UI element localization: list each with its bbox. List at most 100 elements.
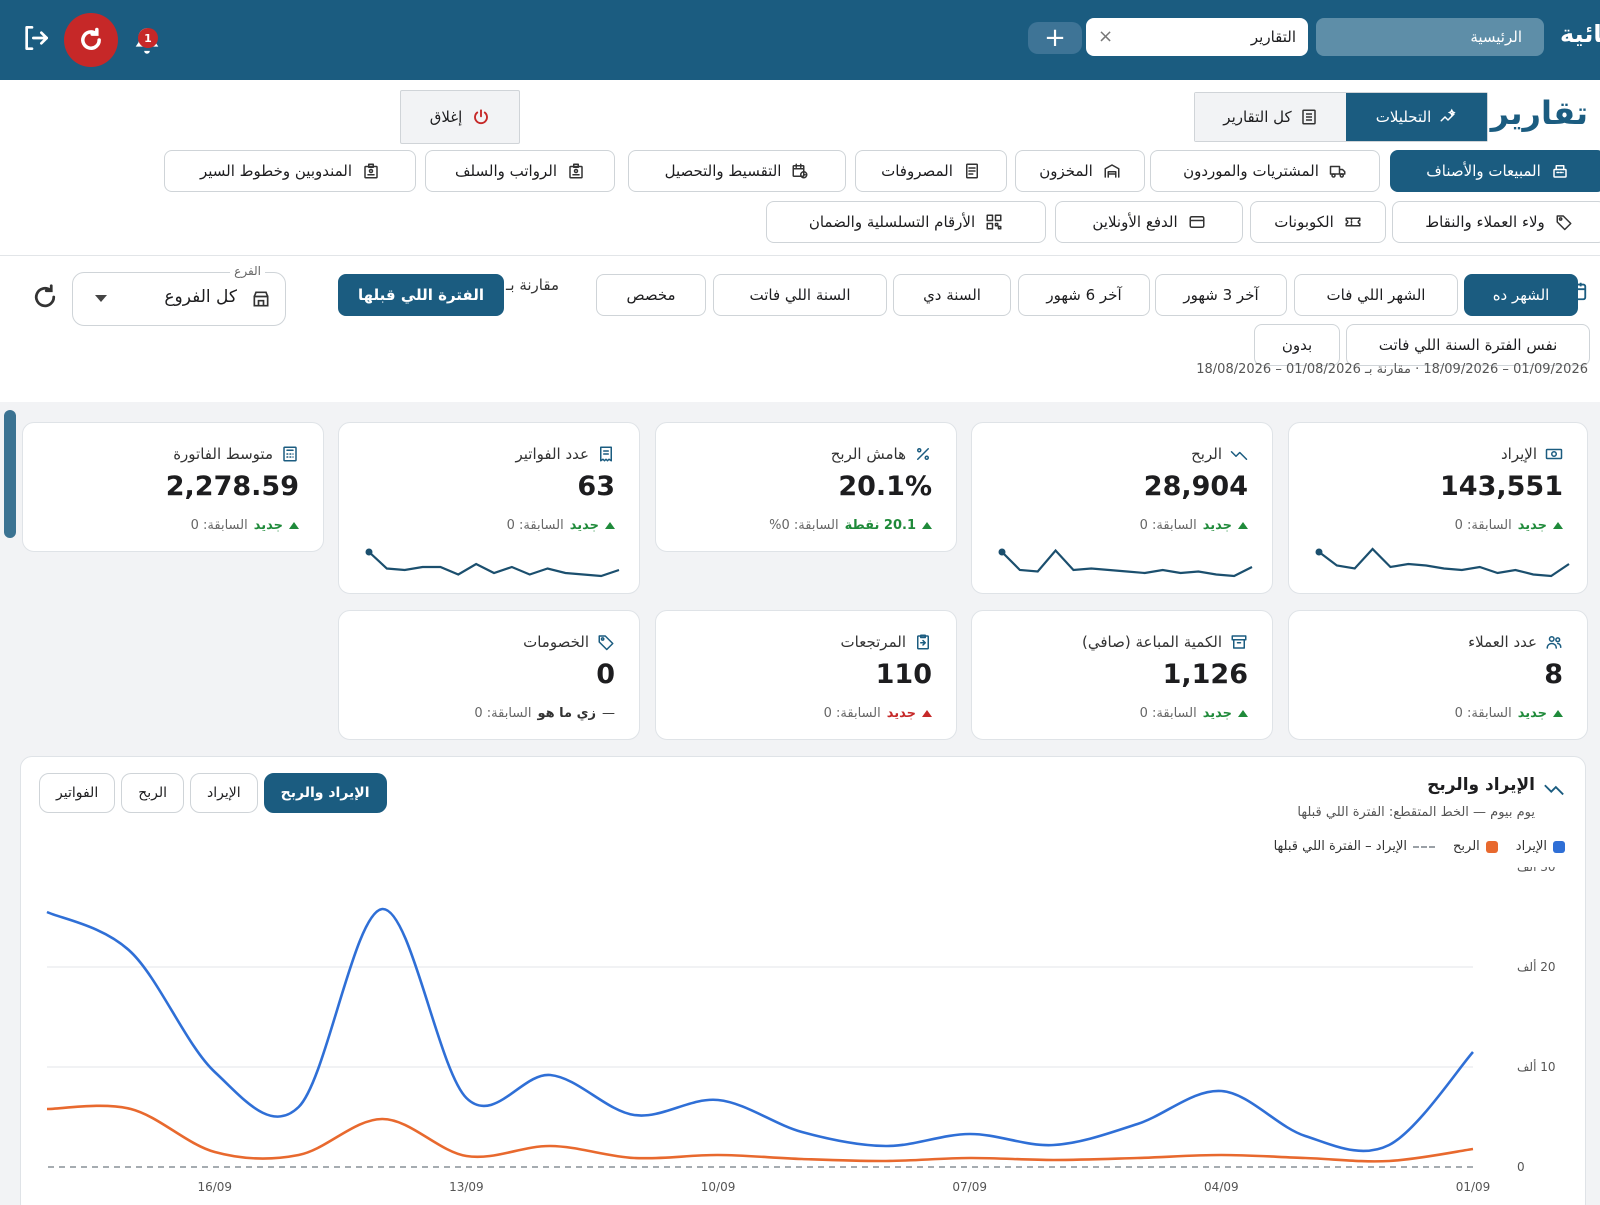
kpi-previous: السابقة: 0 xyxy=(1139,518,1197,533)
calendar-clock-icon xyxy=(792,163,808,179)
kpi-previous: السابقة: 0% xyxy=(769,518,839,533)
refresh-icon xyxy=(81,27,101,50)
kpi-value: 110 xyxy=(875,659,932,690)
kpi-card: متوسط الفاتورة 2,278.59 جديد السابقة: 0 xyxy=(22,422,324,552)
category-9[interactable]: الكوبونات xyxy=(1250,201,1386,243)
period-option-4[interactable]: آخر 6 شهور xyxy=(1018,274,1150,316)
report-header: تقارير التحليلات كل التقارير إغلاق المبي… xyxy=(0,80,1600,402)
category-4[interactable]: المصروفات xyxy=(855,150,1007,192)
chart-tab-1[interactable]: الإيراد والربح xyxy=(263,773,387,813)
kpi-title-text: عدد الفواتير xyxy=(515,445,590,463)
qr-code-icon xyxy=(986,214,1002,230)
branch-select[interactable]: الفرع كل الفروع xyxy=(72,264,286,326)
tab-close-icon[interactable]: × xyxy=(1098,26,1114,47)
kpi-card: الإيراد 143,551 جديد السابقة: 0 xyxy=(1288,422,1588,594)
sparkline-start-dot xyxy=(998,548,1006,556)
kpi-delta: زي ما هو xyxy=(537,706,596,721)
view-all-reports-button[interactable]: كل التقارير xyxy=(1195,93,1346,141)
kpi-value: 8 xyxy=(1544,659,1563,690)
kpi-card: هامش الربح 20.1% 20.1 نقطة السابقة: 0% xyxy=(655,422,957,552)
line-chart: 0 10 ألف 20 ألف 30 ألف 01/09 04/09 07/09 10/09 1… xyxy=(46,867,1556,1194)
chart-tabs: الإيراد والربح الإيراد الربح الفواتير xyxy=(39,773,387,813)
category-2[interactable]: المشتريات والموردون xyxy=(1150,150,1380,192)
receipt-list-icon xyxy=(965,163,978,179)
legend-swatch xyxy=(1485,840,1498,853)
period-option-6[interactable]: السنة اللي فاتت xyxy=(713,274,887,316)
kpi-previous: السابقة: 0 xyxy=(1454,706,1512,721)
period-option-2[interactable]: الشهر اللي فات xyxy=(1294,274,1458,316)
scrollbar-thumb[interactable] xyxy=(4,410,16,538)
period-option-3[interactable]: آخر 3 شهور xyxy=(1155,274,1287,316)
legend-item: الربح xyxy=(1453,839,1498,854)
refresh-button[interactable] xyxy=(64,13,118,67)
header-divider xyxy=(0,255,1600,256)
tab-reports[interactable]: التقارير × xyxy=(1086,18,1308,56)
kpi-change: جديد السابقة: 0 xyxy=(1455,706,1563,721)
category-8[interactable]: ولاء العملاء والنقاط xyxy=(1392,201,1600,243)
category-7[interactable]: المندوبين وخطوط السير xyxy=(164,150,416,192)
compare-option-2[interactable]: نفس الفترة السنة اللي فاتت xyxy=(1346,324,1590,366)
sparkline-start-dot xyxy=(365,548,373,556)
cash-register-icon xyxy=(1553,165,1567,178)
category-5[interactable]: التقسيط والتحصيل xyxy=(628,150,846,192)
trend-up-icon xyxy=(605,522,615,529)
reload-icon[interactable] xyxy=(30,282,60,312)
x-tick-label: 13/09 xyxy=(449,1180,484,1194)
trend-up-icon xyxy=(922,522,932,529)
category-6[interactable]: الرواتب والسلف xyxy=(425,150,615,192)
app-name: لوحة البيانات النهائية xyxy=(1560,20,1600,48)
kpi-card: الخصومات 0 — زي ما هو السابقة: 0 xyxy=(338,610,640,740)
credit-card-icon xyxy=(1189,216,1205,228)
compare-option-1[interactable]: الفترة اللي قبلها xyxy=(338,274,504,316)
kpi-change: جديد السابقة: 0 xyxy=(191,518,299,533)
period-option-5[interactable]: السنة دي xyxy=(893,274,1011,316)
close-report-button[interactable]: إغلاق xyxy=(400,90,520,144)
category-label: الرواتب والسلف xyxy=(455,162,557,180)
compare-option-3[interactable]: بدون xyxy=(1254,324,1340,366)
kpi-previous: السابقة: 0 xyxy=(474,706,532,721)
tab-reports-label: التقارير xyxy=(1250,28,1296,46)
chart-tab-4[interactable]: الفواتير xyxy=(39,773,116,813)
kpi-title: الخصومات xyxy=(523,633,615,651)
sparkline-start-dot xyxy=(1315,548,1323,556)
kpi-title-text: عدد العملاء xyxy=(1468,633,1537,651)
period-option-1[interactable]: الشهر ده xyxy=(1464,274,1578,316)
sparkline xyxy=(1315,547,1570,578)
analytics-icon xyxy=(1440,108,1456,122)
trend-up-icon xyxy=(1238,522,1248,529)
category-10[interactable]: الدفع الأونلاين xyxy=(1055,201,1243,243)
kpi-card: عدد الفواتير 63 جديد السابقة: 0 xyxy=(338,422,640,594)
category-label: الأرقام التسلسلية والضمان xyxy=(808,213,976,231)
kpi-delta: جديد xyxy=(886,706,916,721)
period-option-7[interactable]: مخصص xyxy=(596,274,706,316)
kpi-title: الكمية المباعة (صافي) xyxy=(1082,633,1248,651)
kpi-title-text: الربح xyxy=(1191,445,1222,463)
add-tab-button[interactable]: + xyxy=(1028,22,1082,54)
trend-chart-icon xyxy=(1230,451,1248,460)
category-label: المصروفات xyxy=(881,162,953,180)
chart-tab-2[interactable]: الإيراد xyxy=(190,773,258,813)
kpi-title-text: الإيراد xyxy=(1500,445,1537,463)
kpi-value: 20.1% xyxy=(838,471,932,502)
view-analytics-button[interactable]: التحليلات xyxy=(1345,93,1487,141)
id-badge-icon xyxy=(569,163,583,179)
chart-tab-3[interactable]: الربح xyxy=(121,773,185,813)
kpi-change: — زي ما هو السابقة: 0 xyxy=(474,706,615,721)
date-range: 01/09/2026 – 18/09/2026 · مقارنة بـ 01/0… xyxy=(1196,362,1588,377)
chart-subtitle: يوم بيوم — الخط المتقطع: الفترة اللي قبل… xyxy=(1297,805,1535,820)
category-11[interactable]: الأرقام التسلسلية والضمان xyxy=(766,201,1046,243)
x-tick-label: 10/09 xyxy=(701,1180,736,1194)
legend-label: الإيراد xyxy=(1515,839,1547,854)
view-all-reports-label: كل التقارير xyxy=(1223,108,1292,126)
legend-swatch xyxy=(1413,845,1436,848)
legend-label: الإيراد – الفترة اللي قبلها xyxy=(1273,839,1408,854)
logout-icon[interactable] xyxy=(20,22,52,54)
category-3[interactable]: المخزون xyxy=(1015,150,1145,192)
ticket-icon xyxy=(1345,217,1361,227)
sparkline-path xyxy=(1318,547,1570,578)
tab-home[interactable]: الرئيسية xyxy=(1316,18,1544,56)
category-1[interactable]: المبيعات والأصناف xyxy=(1390,150,1600,192)
kpi-delta: جديد xyxy=(1517,518,1547,533)
kpi-change: جديد السابقة: 0 xyxy=(507,518,615,533)
kpi-title: الإيراد xyxy=(1501,445,1563,463)
